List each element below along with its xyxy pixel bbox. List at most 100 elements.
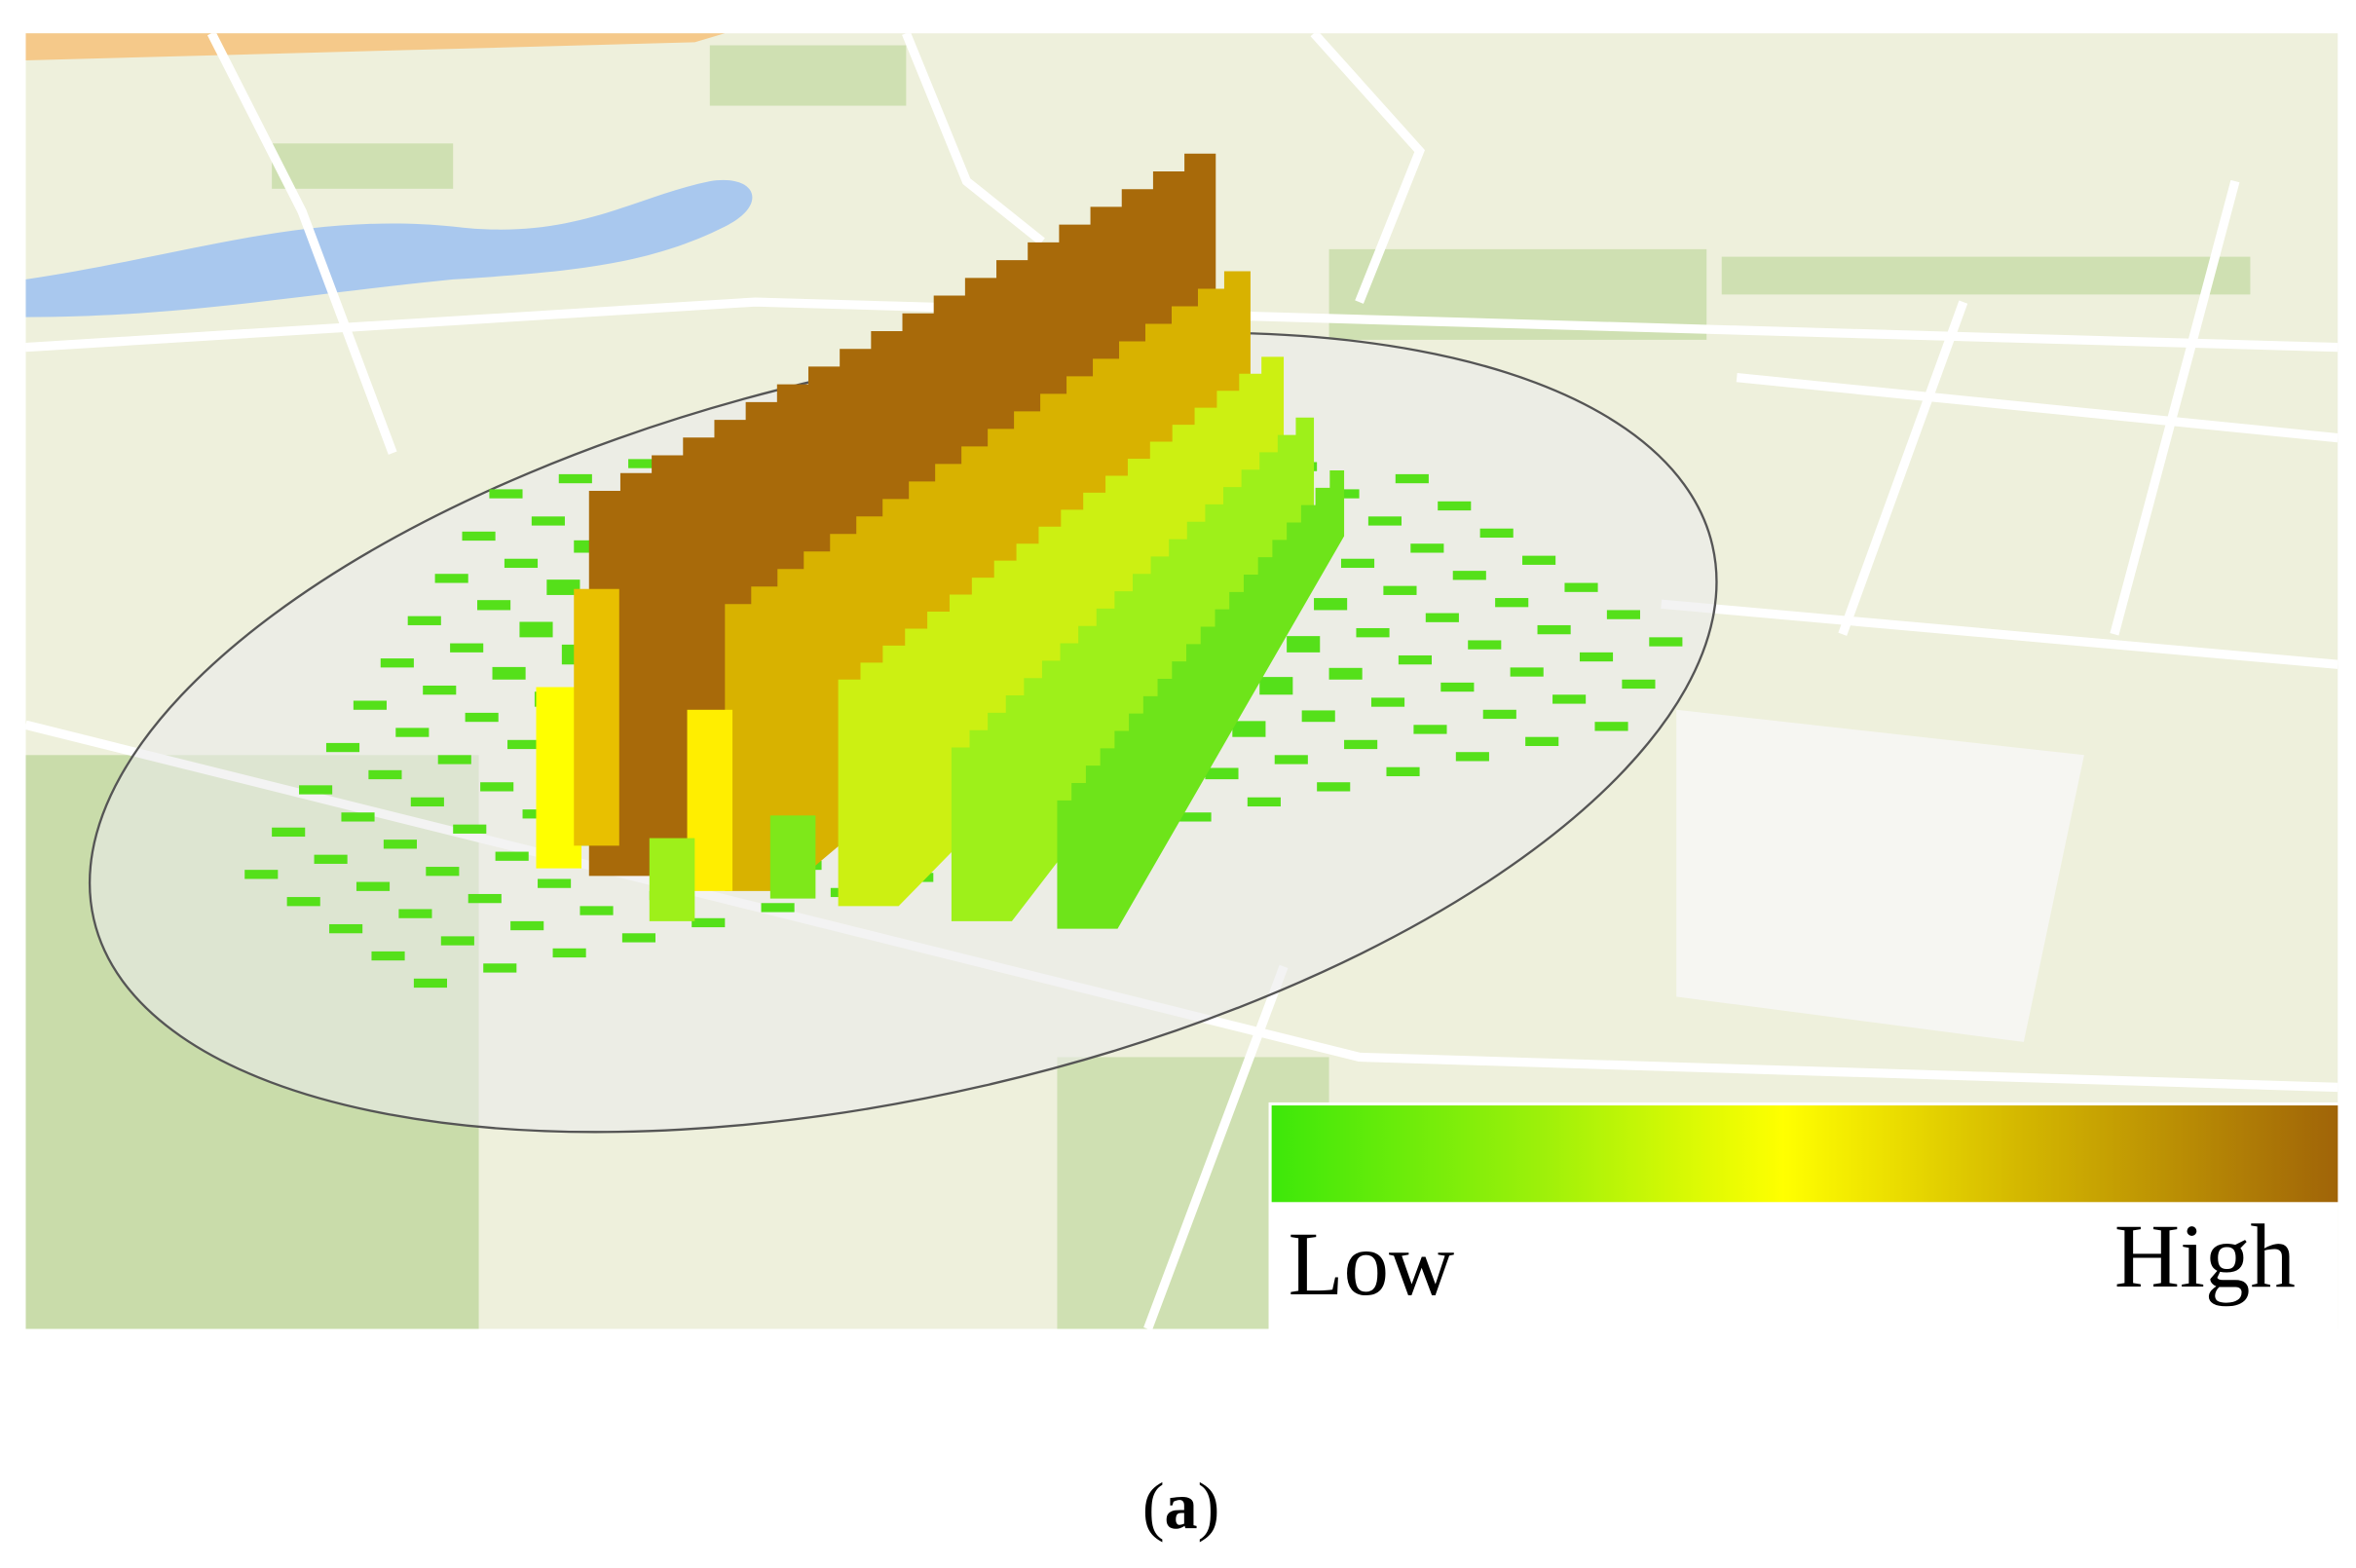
column	[1274, 755, 1308, 765]
column	[480, 782, 514, 792]
column	[1606, 610, 1640, 619]
column	[574, 588, 619, 846]
column	[1594, 722, 1628, 731]
column	[286, 897, 320, 907]
column	[453, 824, 487, 834]
column	[1232, 721, 1266, 737]
column	[1344, 739, 1378, 750]
column	[423, 685, 457, 695]
column	[434, 574, 468, 583]
column	[1178, 812, 1212, 822]
column	[426, 867, 460, 877]
column	[1205, 767, 1239, 780]
column	[1455, 752, 1489, 762]
column	[244, 870, 279, 879]
building	[1676, 709, 2084, 1042]
column	[368, 769, 402, 780]
column	[692, 917, 726, 928]
column	[489, 489, 523, 499]
column	[649, 838, 695, 921]
column	[1398, 654, 1433, 665]
column	[450, 643, 484, 653]
park	[709, 45, 907, 106]
column	[477, 600, 511, 611]
park	[272, 143, 454, 189]
column	[398, 909, 432, 918]
caption-close: )	[1198, 1469, 1220, 1543]
column	[546, 579, 580, 595]
column	[299, 785, 333, 795]
column	[465, 712, 499, 723]
column	[1537, 624, 1571, 635]
column	[580, 906, 614, 915]
column	[504, 558, 539, 569]
column	[761, 903, 795, 913]
column	[341, 812, 375, 822]
column	[1425, 613, 1459, 622]
column	[413, 978, 448, 989]
column	[538, 878, 572, 888]
column	[395, 728, 430, 737]
column	[552, 948, 586, 958]
color-ramp	[1271, 1105, 2338, 1203]
column	[628, 459, 662, 468]
column	[1259, 677, 1293, 695]
column	[1386, 766, 1420, 777]
column	[838, 339, 1285, 907]
column	[1383, 585, 1417, 595]
column	[1482, 709, 1516, 720]
column	[1452, 571, 1486, 580]
column	[437, 755, 471, 765]
legend-low: Low	[1289, 1214, 1455, 1315]
column	[507, 739, 542, 750]
column	[1413, 725, 1447, 734]
column	[1579, 652, 1614, 662]
column	[314, 854, 348, 864]
legend: Low High	[1268, 1101, 2338, 1329]
column	[621, 933, 655, 943]
caption-label: a	[1165, 1469, 1198, 1543]
column	[1438, 501, 1472, 511]
column	[371, 951, 405, 961]
column	[1057, 453, 1345, 929]
column	[1287, 636, 1321, 653]
column	[1340, 558, 1375, 569]
column	[1479, 528, 1514, 539]
column	[1367, 516, 1402, 526]
column	[467, 893, 502, 904]
column	[1317, 782, 1351, 792]
park	[1721, 256, 2251, 295]
column	[355, 881, 391, 891]
column	[353, 700, 387, 710]
column	[558, 473, 592, 484]
column	[462, 531, 496, 541]
column	[1510, 667, 1544, 677]
column	[483, 963, 517, 973]
caption-open: (	[1142, 1469, 1165, 1543]
column	[380, 658, 414, 668]
column	[519, 621, 553, 638]
column	[1649, 637, 1683, 647]
caption: (a)	[1142, 1469, 1220, 1543]
column	[1525, 736, 1559, 747]
column	[1495, 598, 1529, 608]
column	[531, 516, 565, 526]
column	[1395, 473, 1429, 484]
column	[410, 797, 444, 807]
column	[1328, 667, 1363, 680]
column	[1440, 682, 1475, 692]
column	[1301, 710, 1335, 723]
column	[495, 851, 529, 861]
column	[325, 742, 360, 753]
column	[510, 920, 544, 931]
road	[25, 33, 726, 61]
column	[1247, 797, 1281, 807]
column	[407, 616, 441, 625]
water	[25, 179, 753, 317]
column	[1522, 555, 1556, 565]
column	[1356, 627, 1390, 638]
column	[492, 666, 526, 680]
columns	[244, 135, 1683, 989]
